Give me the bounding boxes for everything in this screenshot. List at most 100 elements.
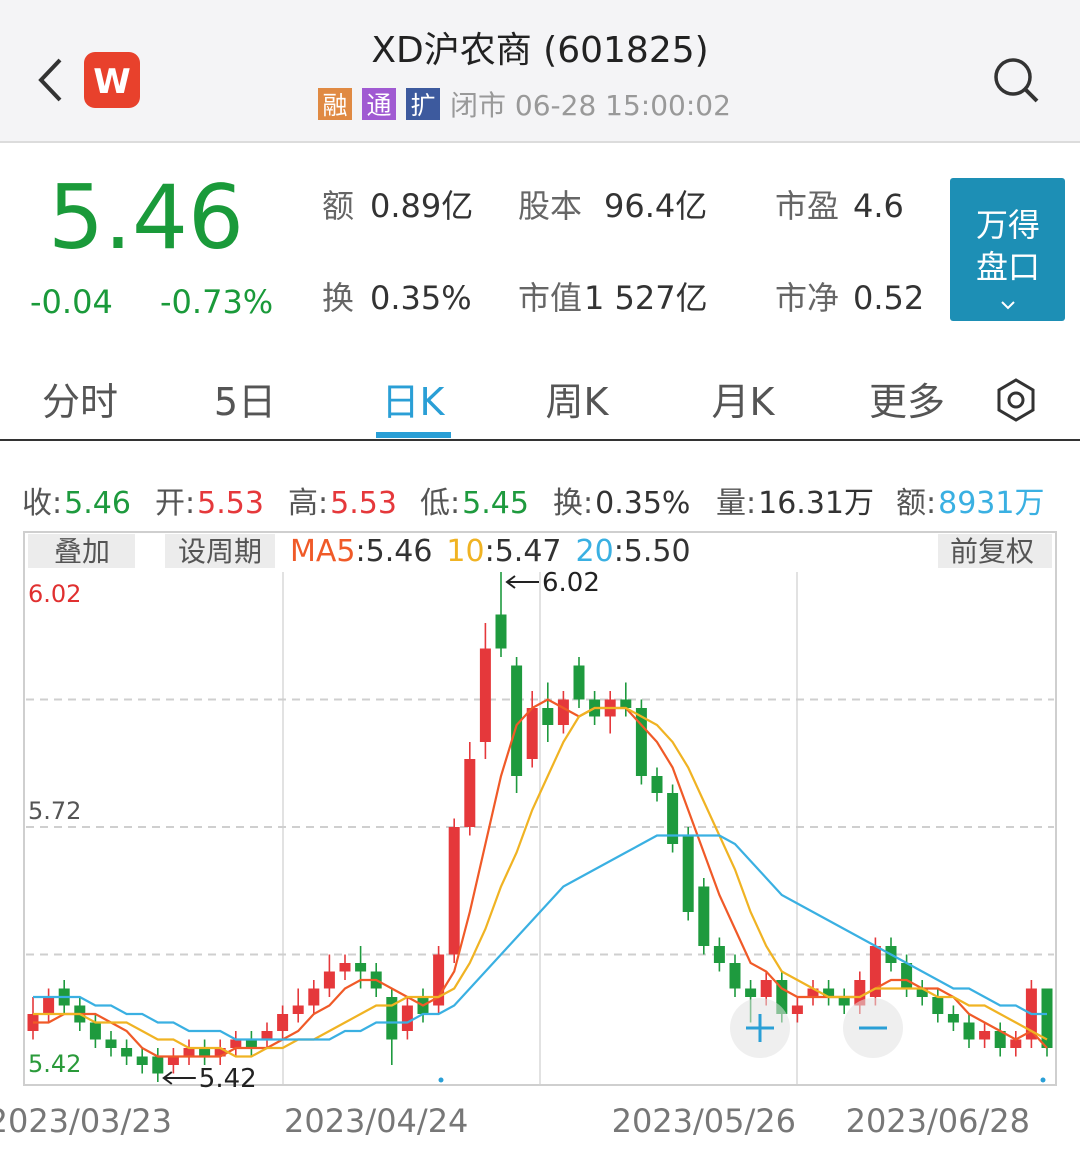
stat-label: 市盈 — [775, 187, 839, 225]
tab[interactable]: 日K — [382, 380, 446, 424]
candle-body — [979, 1031, 991, 1040]
depth-button-text: 万得 — [976, 206, 1040, 244]
legend-separator: : — [614, 534, 624, 569]
zoom-in-button[interactable] — [730, 998, 790, 1058]
tab[interactable]: 5日 — [214, 380, 276, 424]
candle-body — [635, 708, 647, 776]
annotation-arrow — [162, 1071, 173, 1085]
tab[interactable]: 月K — [712, 380, 776, 424]
candle-body — [791, 1005, 803, 1014]
legend-name: MA5 — [290, 534, 356, 569]
stat-value: 4.6 — [853, 187, 904, 225]
info-label: 额: — [896, 486, 936, 521]
stat-label: 换 — [322, 279, 354, 317]
search-button[interactable] — [994, 58, 1039, 103]
candle-body — [292, 1005, 304, 1014]
stat-label: 市值 — [518, 279, 582, 317]
candle-body — [386, 997, 398, 1040]
legend-value: 5.47 — [495, 534, 562, 569]
candle-body — [823, 988, 835, 997]
annotation-arrow — [505, 575, 516, 589]
candle-body — [760, 980, 772, 997]
candle-body — [807, 988, 819, 997]
info-value: 0.35% — [595, 486, 690, 521]
stat-value: 1 527亿 — [584, 279, 708, 317]
ma-line — [33, 834, 1047, 1041]
stock-title: XD沪农商 (601825) — [371, 30, 708, 71]
candle-body — [651, 776, 663, 793]
badge-bg — [318, 88, 352, 120]
stat-value: 0.52 — [853, 279, 924, 317]
stat-value: 0.35% — [370, 279, 472, 317]
ma-line — [33, 698, 1048, 1058]
candle-body — [776, 980, 788, 1014]
candle-body — [994, 1031, 1006, 1048]
toolbar-button[interactable]: 设周期 — [178, 535, 262, 568]
plot: 5.42 5.72 6.02 6.02 5.42 — [26, 568, 1054, 1094]
depth-button-bg — [950, 178, 1065, 321]
legend-separator: : — [485, 534, 495, 569]
candle-body — [183, 1048, 195, 1057]
info-value: 5.46 — [64, 486, 131, 521]
candle-body — [745, 988, 757, 997]
last-price: 5.46 — [48, 166, 244, 269]
candle-body — [557, 699, 569, 725]
tab-underline — [376, 432, 451, 438]
info-label: 换: — [553, 486, 593, 521]
tab[interactable]: 分时 — [42, 380, 118, 424]
toolbar-button-bg — [165, 534, 275, 568]
info-label: 量: — [716, 486, 756, 521]
candle-body — [573, 665, 585, 700]
toolbar-button[interactable]: 叠加 — [54, 535, 110, 568]
candle-body — [542, 708, 554, 725]
marker-dot — [1040, 1077, 1046, 1083]
search-icon — [1023, 87, 1039, 103]
settings-button[interactable] — [997, 378, 1035, 422]
depth-button[interactable]: 万得 盘口 — [950, 178, 1065, 321]
y-tick-label: 5.72 — [28, 797, 81, 825]
candle-body — [916, 988, 928, 997]
info-value: 5.53 — [330, 486, 397, 521]
legend-value: 5.50 — [624, 534, 691, 569]
candle-body — [401, 1005, 413, 1031]
price-change: -0.04 — [30, 283, 113, 321]
settings-icon — [997, 378, 1035, 422]
ma-line — [33, 706, 1048, 1058]
badge: 扩 — [410, 91, 435, 120]
legend-value: 5.46 — [366, 534, 433, 569]
badge: 融 — [322, 91, 347, 120]
info-value: 8931万 — [938, 486, 1044, 521]
badge-bg — [406, 88, 440, 120]
marker-dot — [438, 1077, 444, 1083]
candle-body — [729, 963, 741, 989]
candle-body — [838, 997, 850, 1006]
extreme-label: 5.42 — [199, 1064, 257, 1094]
back-button[interactable] — [38, 58, 62, 102]
tab[interactable]: 周K — [546, 380, 610, 424]
toolbar-button-bg — [28, 534, 135, 568]
candle-body — [245, 1039, 257, 1048]
candle-body — [854, 980, 866, 1006]
candle-body — [308, 988, 320, 1006]
info-label: 高: — [288, 486, 328, 521]
info-line: 收: 5.46 开: 5.53 高: 5.53 低: 5.45 换: 0.35% 量: 16.31万额… — [22, 486, 1044, 521]
toolbar-button-bg — [938, 534, 1052, 568]
candle-body — [323, 971, 335, 989]
candle-body — [339, 963, 351, 972]
adjust-button[interactable]: 前复权 — [950, 535, 1034, 568]
candle-body — [932, 997, 944, 1014]
candle-body — [901, 963, 913, 989]
stat-label: 额 — [322, 187, 354, 225]
candle-body — [682, 835, 694, 912]
candle-body — [667, 793, 679, 844]
tab[interactable]: 更多 — [869, 380, 945, 424]
candle-body — [511, 665, 523, 776]
candle-body — [448, 827, 460, 955]
x-tick-label: 2023/05/26 — [612, 1102, 796, 1140]
candle-body — [963, 1022, 975, 1040]
info-value: 5.45 — [462, 486, 529, 521]
badge: 通 — [366, 91, 391, 120]
candle-body — [277, 1014, 289, 1031]
zoom-out-button[interactable] — [843, 998, 903, 1058]
